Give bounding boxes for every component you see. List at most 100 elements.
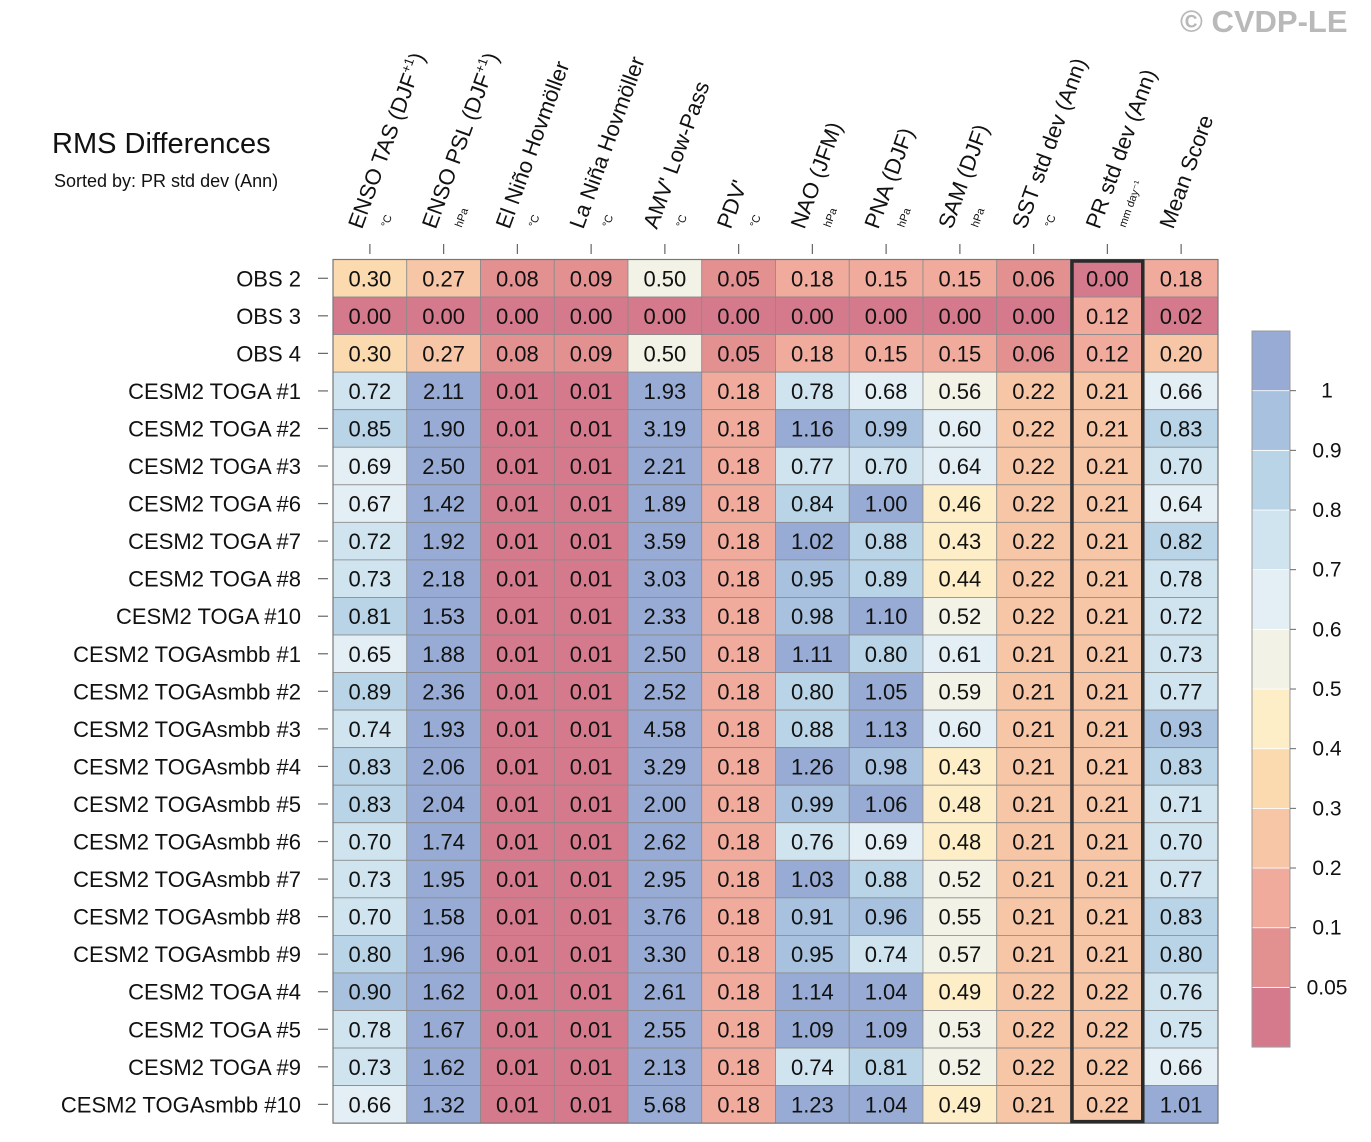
colorbar-tick-label: 0.8: [1312, 499, 1341, 522]
cell-value-label: 0.21: [1086, 754, 1129, 779]
heatmap-cell: [627, 296, 703, 335]
colorbar-tick-label: 0.2: [1312, 857, 1341, 880]
cell-value-label: 2.06: [422, 754, 465, 779]
heatmap-cell: [480, 784, 555, 824]
cell-value-label: 0.60: [938, 416, 981, 441]
heatmap-cell: [1070, 484, 1145, 523]
heatmap-cell: [701, 747, 776, 786]
heatmap-cell: [996, 935, 1071, 974]
column-header: La Niña Hovmöller: [564, 53, 649, 232]
row-label: CESM2 TOGAsmbb #1: [73, 642, 301, 667]
heatmap-cell: [627, 972, 703, 1011]
cell-value-label: 1.26: [791, 754, 834, 779]
cell-value-label: 0.81: [348, 604, 391, 629]
heatmap-cell: [922, 484, 998, 523]
heatmap-cell: [406, 1010, 481, 1049]
heatmap-cell: [406, 972, 481, 1011]
cell-value-label: 1.95: [422, 867, 465, 892]
cell-value-label: 0.01: [496, 529, 539, 554]
cell-value-label: 0.01: [496, 792, 539, 817]
cell-value-label: 0.21: [1012, 642, 1055, 667]
cell-value-label: 5.68: [643, 1092, 686, 1117]
cell-value-label: 2.13: [643, 1055, 686, 1080]
heatmap-cell: [922, 972, 998, 1011]
cell-value-label: 0.71: [1160, 792, 1203, 817]
cell-value-label: 0.48: [938, 830, 981, 855]
cell-value-label: 0.21: [1012, 679, 1055, 704]
heatmap-cell: [922, 897, 998, 936]
cell-value-label: 1.90: [422, 416, 465, 441]
heatmap-cell: [627, 859, 703, 899]
chart-title: RMS Differences: [52, 128, 271, 160]
cell-value-label: 0.01: [496, 867, 539, 892]
cell-value-label: 0.01: [570, 754, 613, 779]
cell-value-label: 0.74: [348, 717, 391, 742]
cell-value-label: 1.05: [865, 679, 908, 704]
cell-value-label: 0.22: [1012, 1017, 1055, 1042]
cell-value-label: 3.76: [643, 905, 686, 930]
cell-value-label: 0.89: [865, 567, 908, 592]
heatmap-cell: [996, 334, 1071, 373]
heatmap-cell: [922, 935, 998, 974]
cell-value-label: 0.12: [1086, 341, 1129, 366]
heatmap-cell: [1070, 259, 1145, 298]
cell-value-label: 0.01: [570, 604, 613, 629]
heatmap-cell: [996, 859, 1071, 899]
cell-value-label: 0.18: [717, 1055, 760, 1080]
heatmap-cell: [627, 597, 703, 636]
column-header-superscript: +1: [472, 56, 491, 75]
column-header: ENSO PSL (DJF+1): [416, 49, 504, 232]
cell-value-label: 0.21: [1012, 754, 1055, 779]
cell-value-label: 0.21: [1012, 717, 1055, 742]
heatmap-cell: [332, 334, 408, 373]
column-unit: °C: [1043, 213, 1059, 229]
row-label: CESM2 TOGA #1: [128, 379, 301, 404]
heatmap-cell: [848, 672, 924, 711]
heatmap-cell: [406, 634, 481, 673]
heatmap-cell: [406, 747, 481, 786]
cell-value-label: 0.21: [1086, 379, 1129, 404]
cell-value-label: 0.21: [1086, 416, 1129, 441]
cell-value-label: 0.69: [348, 454, 391, 479]
cell-value-label: 0.69: [865, 830, 908, 855]
cell-value-label: 0.60: [938, 717, 981, 742]
colorbar-tick-label: 0.1: [1312, 917, 1341, 940]
cell-value-label: 0.22: [1012, 416, 1055, 441]
cell-value-label: 0.66: [348, 1092, 391, 1117]
heatmap-cell: [480, 672, 555, 711]
cell-value-label: 0.00: [643, 304, 686, 329]
cell-value-label: 0.21: [1086, 492, 1129, 517]
heatmap-cell: [627, 521, 703, 561]
heatmap-cell: [848, 1010, 924, 1049]
cell-value-label: 0.83: [1160, 754, 1203, 779]
row-label: OBS 4: [236, 341, 301, 366]
heatmap-cell: [1070, 1047, 1145, 1087]
heatmap-cell: [406, 446, 481, 486]
heatmap-cell: [1143, 1010, 1219, 1049]
column-unit: mm day⁻¹: [1117, 179, 1145, 229]
cell-value-label: 0.22: [1012, 492, 1055, 517]
heatmap-cell: [701, 822, 776, 861]
heatmap-cell: [996, 446, 1071, 486]
cell-value-label: 0.70: [348, 905, 391, 930]
heatmap-cell: [332, 559, 408, 598]
heatmap-cell: [332, 409, 408, 448]
cell-value-label: 0.80: [791, 679, 834, 704]
cell-value-label: 0.88: [791, 717, 834, 742]
cell-value-label: 1.04: [865, 1092, 908, 1117]
cell-value-label: 0.70: [1160, 830, 1203, 855]
heatmap-cell: [1070, 709, 1145, 749]
cell-value-label: 0.78: [348, 1017, 391, 1042]
heatmap-cell: [775, 371, 850, 411]
cell-value-label: 0.22: [1086, 980, 1129, 1005]
colorbar-tick-label: 0.05: [1307, 976, 1348, 999]
cell-value-label: 0.82: [1160, 529, 1203, 554]
heatmap-cell: [922, 1010, 998, 1049]
heatmap-cell: [1070, 409, 1145, 448]
heatmap-cell: [627, 446, 703, 486]
heatmap-cell: [848, 747, 924, 786]
cell-value-label: 0.22: [1086, 1017, 1129, 1042]
cell-value-label: 0.00: [348, 304, 391, 329]
cell-value-label: 0.18: [717, 567, 760, 592]
row-label: CESM2 TOGAsmbb #10: [61, 1092, 301, 1117]
